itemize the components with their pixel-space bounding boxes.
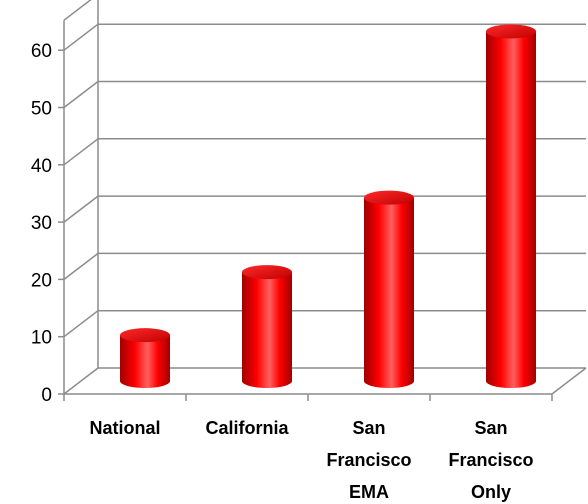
bar	[364, 190, 414, 388]
y-tick-label: 50	[31, 99, 52, 120]
y-tick-label: 20	[31, 270, 52, 291]
y-tick-label: 40	[31, 156, 52, 177]
wall-diagonal	[63, 138, 99, 166]
wall-diagonal	[63, 80, 99, 109]
wall-diagonal	[63, 367, 99, 395]
bar	[486, 24, 536, 388]
bars	[120, 24, 536, 388]
x-category-label: San Francisco EMA	[326, 418, 411, 502]
bar-body	[364, 197, 414, 388]
x-category-label: California	[205, 418, 289, 438]
bar-body	[242, 272, 292, 388]
wall-diagonal	[63, 195, 99, 223]
x-category-label: National	[89, 418, 160, 438]
y-tick-label: 30	[31, 213, 52, 234]
bar-body	[486, 31, 536, 388]
y-tick-label: 10	[31, 328, 52, 349]
wall-diagonal	[63, 252, 99, 280]
wall-diagonal	[63, 310, 99, 338]
wall-diagonal	[63, 23, 99, 51]
bar-top	[242, 265, 292, 280]
bar	[242, 265, 292, 388]
bar-top	[120, 328, 170, 343]
y-tick-label: 60	[31, 41, 52, 62]
wall-diagonal	[63, 0, 92, 21]
bar	[120, 328, 170, 388]
x-category-label: San Francisco Only	[448, 418, 533, 502]
y-tick-label: 0	[41, 385, 52, 406]
bar-top	[486, 24, 536, 39]
floor-edge	[551, 367, 587, 395]
bar-body	[120, 335, 170, 388]
bar-top	[364, 190, 414, 205]
